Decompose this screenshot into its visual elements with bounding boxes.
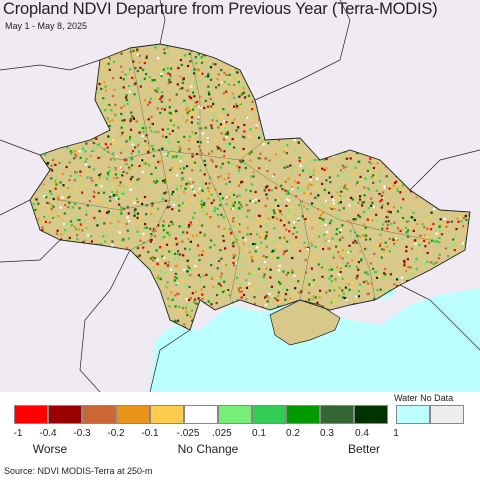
- legend-tick: -1: [13, 428, 23, 439]
- legend-swatch-0.025-to-0.1: [218, 405, 252, 424]
- legend-tick: 0.2: [286, 428, 300, 439]
- legend-better-label: Better: [347, 442, 381, 456]
- legend-tick: -0.1: [141, 428, 159, 439]
- legend-swatch-gt-0.4: [354, 405, 388, 424]
- legend-tick: .025: [212, 428, 232, 439]
- legend-tick: -.025: [176, 428, 200, 439]
- legend-no-change-label: No Change: [177, 442, 239, 456]
- legend-swatch-0.2-to-0.3: [286, 405, 320, 424]
- legend-swatch-no-data: [430, 405, 464, 424]
- crimea: [269, 299, 341, 346]
- map: [0, 0, 480, 392]
- legend-swatch-0.3-to-0.4: [320, 405, 354, 424]
- source-note: Source: NDVI MODIS-Terra at 250-m: [4, 466, 153, 476]
- map-title: Cropland NDVI Departure from Previous Ye…: [3, 0, 438, 18]
- legend-swatch-neg-0.4-to-neg-0.3: [48, 405, 82, 424]
- water-no-data-label: Water No Data: [394, 393, 454, 403]
- black-sea: [150, 288, 480, 392]
- legend-tick: -0.4: [39, 428, 57, 439]
- date-range: May 1 - May 8, 2025: [5, 21, 88, 31]
- legend-tick: 0.3: [320, 428, 334, 439]
- legend-swatch-neg-0.1-to-neg-0.025: [150, 405, 184, 424]
- legend-swatch-neg-0.3-to-neg-0.2: [82, 405, 116, 424]
- oblast-borders: [59, 47, 431, 301]
- neighbor-borders: [0, 0, 480, 392]
- legend-worse-label: Worse: [32, 442, 68, 456]
- legend-swatch-water: [396, 405, 430, 424]
- legend-tick: -0.2: [107, 428, 125, 439]
- legend-tick: 0.4: [355, 428, 369, 439]
- legend-swatch-lt-neg-0.4: [14, 405, 48, 424]
- legend-tick: -0.3: [73, 428, 91, 439]
- legend-swatch-no-change: [184, 405, 218, 424]
- legend-swatch-neg-0.2-to-neg-0.1: [116, 405, 150, 424]
- legend-swatch-0.1-to-0.2: [252, 405, 286, 424]
- legend-tick: 0.1: [252, 428, 266, 439]
- legend-tick: 1: [393, 428, 399, 439]
